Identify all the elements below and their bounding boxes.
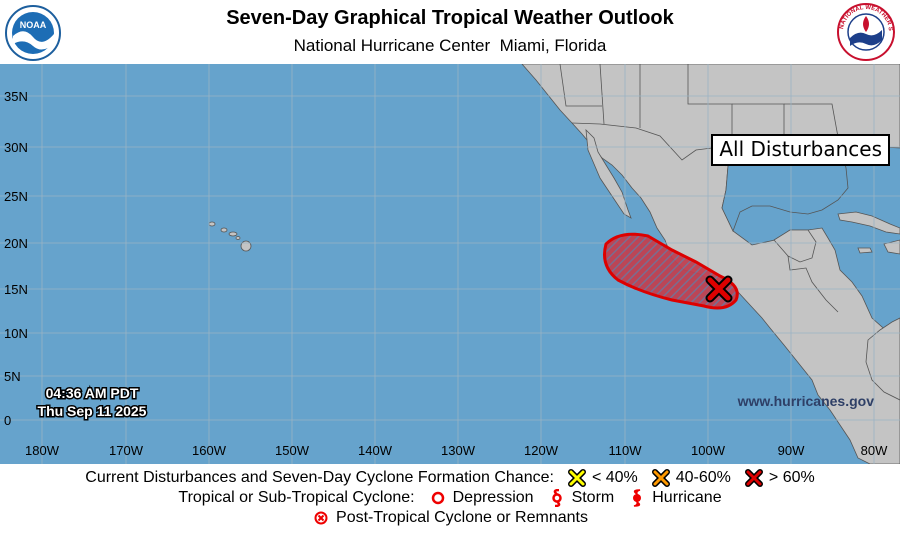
south-america-land (865, 317, 900, 401)
depression-circle-icon (431, 491, 444, 505)
longitude-label: 140W (358, 443, 393, 458)
latitude-label: 35N (4, 89, 28, 104)
nws-logo-icon: NATIONAL WEATHER SERVICE (836, 2, 895, 61)
longitude-label: 150W (275, 443, 310, 458)
latitude-label: 0 (4, 413, 11, 428)
latitude-label: 10N (4, 326, 28, 341)
longitude-label: 180W (25, 443, 60, 458)
svg-text:NOAA: NOAA (20, 20, 47, 30)
disturbance-area (603, 232, 739, 310)
longitude-label: 170W (109, 443, 144, 458)
legend-low-chance: < 40% (567, 469, 638, 487)
outlook-map: 35N 30N 25N 20N 15N 10N 5N 0 180W 170W 160W 150W 14… (0, 63, 900, 465)
timestamp: 04:36 AM PDT Thu Sep 11 2025 (36, 384, 148, 421)
graticule (0, 64, 900, 464)
latitude-labels: 35N 30N 25N 20N 15N 10N 5N 0 (4, 89, 28, 428)
legend-depression: Depression (429, 489, 534, 507)
longitude-labels: 180W 170W 160W 150W 140W 130W 120W 110W 100W 90W 8… (25, 443, 888, 458)
cuba-land (837, 211, 900, 235)
latitude-label: 20N (4, 236, 28, 251)
post-tropical-icon (314, 511, 328, 525)
latitude-label: 30N (4, 140, 28, 155)
legend-formation-label: Current Disturbances and Seven-Day Cyclo… (85, 469, 554, 486)
legend-medium-chance: 40-60% (651, 469, 731, 487)
timestamp-date: Thu Sep 11 2025 (38, 403, 147, 419)
legend-row-formation: Current Disturbances and Seven-Day Cyclo… (0, 469, 900, 487)
longitude-label: 160W (192, 443, 227, 458)
page-subtitle: National Hurricane Center Miami, Florida (293, 36, 607, 55)
hispaniola-land (883, 239, 900, 255)
disturbance-marker-red-x-icon (705, 275, 733, 303)
legend-storm: Storm (548, 489, 614, 507)
map-canvas: 35N 30N 25N 20N 15N 10N 5N 0 180W 170W 160W 150W 14… (0, 63, 900, 465)
longitude-label: 100W (691, 443, 726, 458)
page-title: Seven-Day Graphical Tropical Weather Out… (226, 7, 674, 29)
legend-cyclone-label: Tropical or Sub-Tropical Cyclone: (178, 489, 415, 506)
legend: Current Disturbances and Seven-Day Cyclo… (0, 464, 900, 533)
website-label: www.hurricanes.gov (737, 393, 875, 409)
red-x-icon (744, 469, 763, 487)
longitude-label: 130W (441, 443, 476, 458)
orange-x-icon (651, 469, 670, 487)
timestamp-time: 04:36 AM PDT (46, 385, 139, 401)
hurricane-symbol-icon (633, 489, 642, 507)
longitude-label: 110W (609, 443, 643, 458)
latitude-label: 25N (4, 189, 28, 204)
longitude-label: 90W (778, 443, 805, 458)
jamaica-land (857, 247, 873, 254)
longitude-label: 120W (524, 443, 559, 458)
hawaii-islands (208, 221, 252, 252)
latitude-label: 5N (4, 369, 21, 384)
legend-row-cyclone: Tropical or Sub-Tropical Cyclone: Depres… (0, 489, 900, 507)
legend-high-chance: > 60% (744, 469, 815, 487)
all-disturbances-label: All Disturbances (711, 134, 890, 166)
legend-row-post-tropical: Post-Tropical Cyclone or Remnants (0, 509, 900, 527)
legend-post-tropical: Post-Tropical Cyclone or Remnants (312, 509, 588, 527)
yucatan-land (773, 229, 817, 263)
yellow-x-icon (567, 469, 586, 487)
legend-hurricane: Hurricane (628, 489, 722, 507)
header: NOAA Seven-Day Graphical Tropical Weathe… (0, 0, 900, 64)
noaa-logo-icon: NOAA (5, 5, 61, 61)
latitude-label: 15N (4, 282, 28, 297)
longitude-label: 80W (861, 443, 888, 458)
storm-symbol-icon (551, 489, 562, 507)
